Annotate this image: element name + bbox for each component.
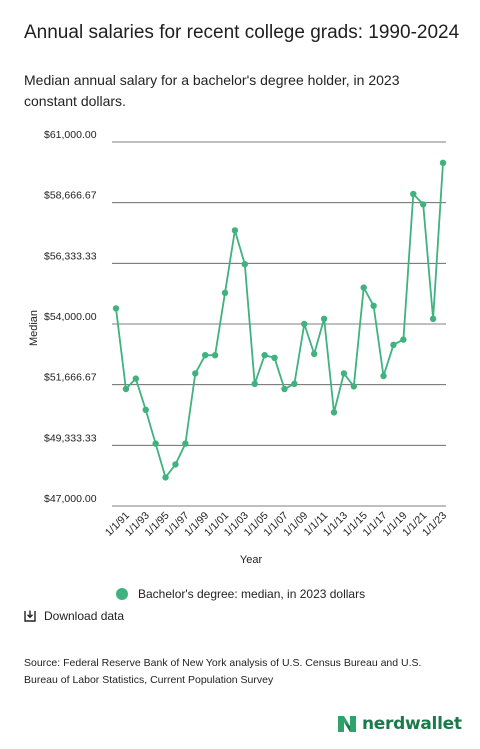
source-note: Source: Federal Reserve Bank of New York… xyxy=(24,657,422,686)
nerdwallet-logo-icon xyxy=(338,716,356,732)
data-point[interactable] xyxy=(330,409,338,416)
data-point[interactable] xyxy=(251,380,258,387)
y-axis-tick-labels: $47,000.00 $49,333.33 $51,666.67 $54,000.00… xyxy=(44,129,97,505)
legend-label: Bachelor's degree: median, in 2023 dolla… xyxy=(138,587,366,601)
series-line xyxy=(115,162,444,480)
y-tick-label: $49,333.33 xyxy=(44,432,97,444)
y-tick-label: $54,000.00 xyxy=(44,311,97,323)
y-tick-label: $47,000.00 xyxy=(44,493,97,505)
data-point[interactable] xyxy=(231,227,239,234)
data-point[interactable] xyxy=(390,341,397,348)
nerdwallet-brand: nerdwallet xyxy=(337,714,462,734)
data-point[interactable] xyxy=(221,289,229,296)
data-point[interactable] xyxy=(112,305,120,312)
download-label: Download data xyxy=(44,609,125,623)
data-point[interactable] xyxy=(320,315,328,322)
data-point[interactable] xyxy=(370,302,377,309)
y-tick-label: $61,000.00 xyxy=(44,129,97,141)
data-point[interactable] xyxy=(211,352,219,359)
data-point[interactable] xyxy=(301,320,308,328)
data-point[interactable] xyxy=(241,261,249,268)
line-chart: $47,000.00 $49,333.33 $51,666.67 $54,000.00… xyxy=(28,129,449,566)
data-point[interactable] xyxy=(350,383,358,390)
data-point[interactable] xyxy=(291,380,298,387)
grid-lines xyxy=(112,141,446,507)
brand-wordmark: nerdwallet xyxy=(362,714,462,734)
data-point[interactable] xyxy=(132,375,140,382)
data-point[interactable] xyxy=(360,284,367,291)
data-point[interactable] xyxy=(261,352,268,359)
data-point[interactable] xyxy=(310,350,318,358)
data-point[interactable] xyxy=(419,201,427,208)
data-point[interactable] xyxy=(271,354,278,361)
data-points xyxy=(112,159,447,481)
data-point[interactable] xyxy=(182,440,189,447)
y-tick-label: $56,333.33 xyxy=(44,250,97,262)
x-axis-title: Year xyxy=(240,554,263,566)
data-point[interactable] xyxy=(201,352,209,359)
y-tick-label: $58,666.67 xyxy=(44,190,97,202)
data-point[interactable] xyxy=(281,385,288,393)
data-point[interactable] xyxy=(340,370,348,377)
chart-subtitle: Median annual salary for a bachelor's de… xyxy=(24,72,400,109)
data-point[interactable] xyxy=(142,406,149,413)
download-icon xyxy=(24,610,36,622)
data-point[interactable] xyxy=(410,190,417,198)
data-point[interactable] xyxy=(172,461,179,468)
data-point[interactable] xyxy=(429,315,437,322)
x-axis-tick-labels: 1/1/911/1/931/1/951/1/971/1/991/1/011/1/… xyxy=(103,510,449,539)
data-point[interactable] xyxy=(192,370,199,377)
y-tick-label: $51,666.67 xyxy=(44,372,97,384)
data-point[interactable] xyxy=(400,336,407,343)
legend-marker xyxy=(116,588,128,600)
data-point[interactable] xyxy=(380,372,387,380)
data-point[interactable] xyxy=(439,159,447,166)
data-point[interactable] xyxy=(152,440,159,447)
data-point[interactable] xyxy=(162,474,169,481)
y-axis-title: Median xyxy=(28,310,40,346)
chart-title: Annual salaries for recent college grads… xyxy=(24,22,460,43)
download-data-button[interactable]: Download data xyxy=(24,609,124,623)
legend[interactable]: Bachelor's degree: median, in 2023 dolla… xyxy=(116,587,365,601)
data-point[interactable] xyxy=(122,385,130,393)
